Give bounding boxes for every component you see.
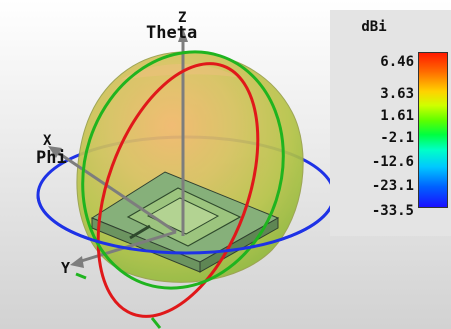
feed-line — [129, 224, 151, 240]
x-axis-label: X — [43, 133, 52, 149]
z-axis-label: Z — [178, 10, 187, 26]
x-axis-line — [53, 148, 177, 234]
legend-tick: 6.46 — [380, 54, 414, 70]
y-axis-label: Y — [61, 259, 71, 277]
substrate-right-side — [199, 217, 279, 273]
legend-tick: -2.1 — [380, 130, 414, 146]
theta-label: Theta — [146, 23, 198, 43]
legend-tick: -12.6 — [371, 154, 414, 170]
theta-ring — [96, 62, 260, 318]
y-axis-arrow — [70, 256, 84, 268]
legend-tick: -33.5 — [371, 203, 414, 219]
legend-tick: 3.63 — [380, 86, 414, 102]
color-legend: dBi 6.46 3.63 1.61 -2.1 -12.6 -23.1 -33.… — [330, 10, 451, 236]
phi-label: Phi — [36, 148, 67, 168]
legend-unit: dBi — [361, 19, 387, 35]
ring-tick — [150, 317, 162, 329]
z-axis-arrow — [178, 28, 188, 42]
ring-tick — [75, 272, 87, 280]
x-axis-arrow — [48, 146, 62, 158]
phi-ring-front — [36, 194, 336, 255]
green-ring — [81, 50, 285, 290]
legend-tick: 1.61 — [380, 108, 414, 124]
legend-tick: -23.1 — [371, 178, 414, 194]
colorbar — [418, 52, 448, 208]
